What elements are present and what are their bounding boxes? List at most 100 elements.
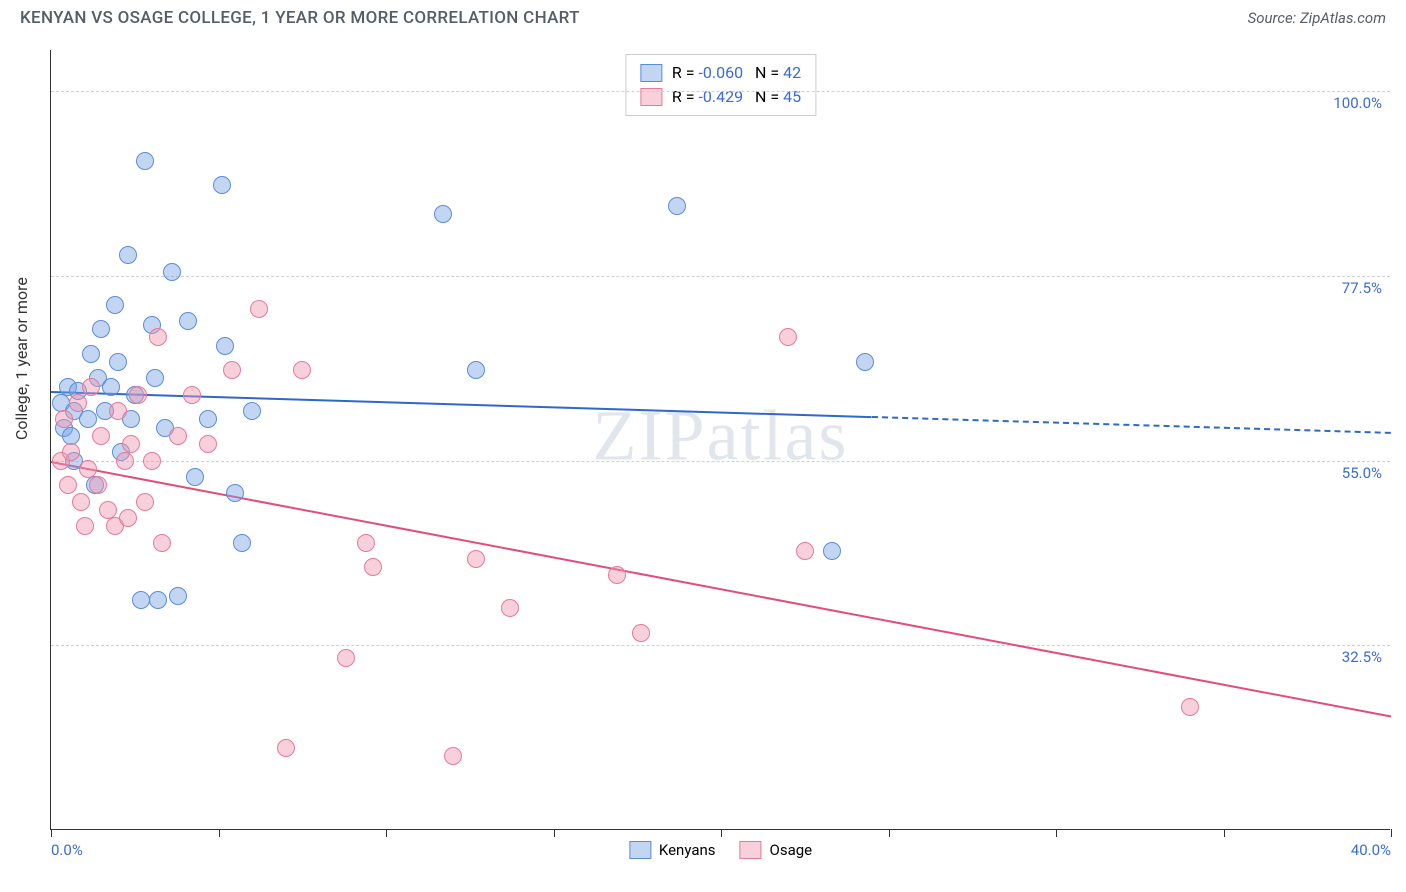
x-tick — [1056, 829, 1057, 837]
data-point — [69, 394, 87, 412]
data-point — [169, 587, 187, 605]
data-point — [796, 542, 814, 560]
data-point — [62, 443, 80, 461]
data-point — [277, 739, 295, 757]
data-point — [434, 205, 452, 223]
data-point — [129, 386, 147, 404]
data-point — [179, 312, 197, 330]
legend-row: R = -0.060 N = 42 — [640, 61, 801, 85]
data-point — [119, 246, 137, 264]
data-point — [293, 361, 311, 379]
data-point — [444, 747, 462, 765]
data-point — [116, 452, 134, 470]
data-point — [608, 566, 626, 584]
data-point — [102, 378, 120, 396]
source-attribution: Source: ZipAtlas.com — [1248, 9, 1386, 27]
legend-item: Osage — [740, 841, 813, 859]
data-point — [149, 328, 167, 346]
y-tick-label: 77.5% — [1342, 279, 1382, 297]
data-point — [501, 599, 519, 617]
data-point — [109, 402, 127, 420]
trend-line — [51, 461, 1391, 717]
data-point — [136, 152, 154, 170]
data-point — [243, 402, 261, 420]
data-point — [668, 197, 686, 215]
data-point — [55, 410, 73, 428]
data-point — [106, 296, 124, 314]
data-point — [183, 386, 201, 404]
data-point — [213, 176, 231, 194]
gridline — [51, 91, 1390, 92]
trend-line — [51, 391, 872, 418]
data-point — [250, 300, 268, 318]
data-point — [823, 542, 841, 560]
data-point — [119, 509, 137, 527]
x-tick — [721, 829, 722, 837]
data-point — [467, 550, 485, 568]
scatter-chart: ZIPatlas R = -0.060 N = 42R = -0.429 N =… — [50, 50, 1390, 830]
data-point — [72, 493, 90, 511]
data-point — [632, 624, 650, 642]
trend-line — [872, 416, 1391, 434]
x-tick-label: 0.0% — [51, 841, 83, 859]
data-point — [79, 410, 97, 428]
data-point — [169, 427, 187, 445]
data-point — [136, 493, 154, 511]
x-tick — [51, 829, 52, 837]
chart-title: KENYAN VS OSAGE COLLEGE, 1 YEAR OR MORE … — [20, 8, 580, 28]
y-axis-label: College, 1 year or more — [12, 277, 31, 440]
data-point — [337, 649, 355, 667]
data-point — [82, 345, 100, 363]
data-point — [92, 320, 110, 338]
data-point — [122, 435, 140, 453]
legend-swatch — [629, 841, 651, 859]
data-point — [163, 263, 181, 281]
x-tick — [219, 829, 220, 837]
data-point — [467, 361, 485, 379]
data-point — [233, 534, 251, 552]
data-point — [99, 501, 117, 519]
y-tick-label: 100.0% — [1333, 94, 1382, 112]
x-tick — [554, 829, 555, 837]
correlation-legend: R = -0.060 N = 42R = -0.429 N = 45 — [625, 54, 816, 116]
legend-swatch — [740, 841, 762, 859]
legend-row: R = -0.429 N = 45 — [640, 85, 801, 109]
gridline — [51, 461, 1390, 462]
y-tick-label: 55.0% — [1342, 464, 1382, 482]
data-point — [856, 353, 874, 371]
data-point — [226, 484, 244, 502]
legend-label: Osage — [770, 841, 813, 859]
legend-stats: R = -0.060 N = 42 — [672, 61, 801, 85]
data-point — [109, 353, 127, 371]
data-point — [153, 534, 171, 552]
x-tick-label: 40.0% — [1351, 841, 1391, 859]
data-point — [132, 591, 150, 609]
gridline — [51, 645, 1390, 646]
data-point — [186, 468, 204, 486]
x-tick — [889, 829, 890, 837]
y-tick-label: 32.5% — [1342, 648, 1382, 666]
data-point — [357, 534, 375, 552]
series-legend: Kenyans Osage — [629, 841, 812, 859]
gridline — [51, 276, 1390, 277]
x-tick — [1391, 829, 1392, 837]
data-point — [779, 328, 797, 346]
data-point — [62, 427, 80, 445]
data-point — [364, 558, 382, 576]
data-point — [146, 369, 164, 387]
data-point — [149, 591, 167, 609]
legend-swatch — [640, 64, 662, 82]
data-point — [1181, 698, 1199, 716]
data-point — [82, 378, 100, 396]
data-point — [76, 517, 94, 535]
x-tick — [1224, 829, 1225, 837]
data-point — [89, 476, 107, 494]
data-point — [199, 410, 217, 428]
x-tick — [386, 829, 387, 837]
data-point — [59, 476, 77, 494]
data-point — [223, 361, 241, 379]
legend-stats: R = -0.429 N = 45 — [672, 85, 801, 109]
watermark: ZIPatlas — [593, 394, 849, 477]
legend-item: Kenyans — [629, 841, 716, 859]
data-point — [92, 427, 110, 445]
